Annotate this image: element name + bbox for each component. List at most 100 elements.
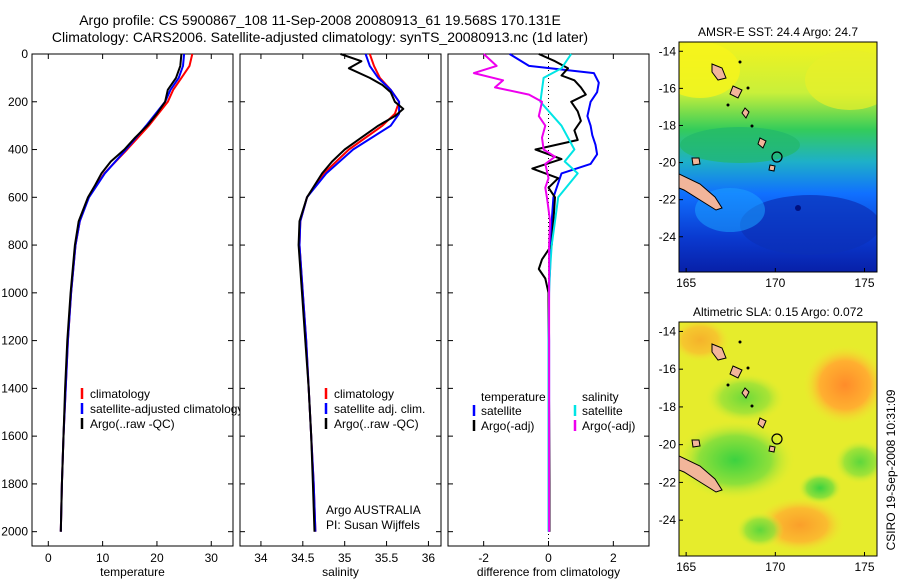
figure-title-line-2: Climatology: CARS2006. Satellite-adjuste… — [51, 29, 589, 45]
map-y-tick-label: -14 — [659, 324, 677, 338]
side-timestamp-label: CSIRO 19-Sep-2008 10:31:09 — [884, 389, 898, 550]
legend-label: satellite — [582, 404, 623, 418]
island-dot — [726, 383, 730, 387]
x-tick-label: 0 — [545, 551, 552, 565]
island-outline — [691, 439, 701, 448]
temperature-series-argo-raw-qc — [59, 53, 183, 532]
new-caledonia-outline — [679, 173, 723, 211]
x-tick-label: 34.5 — [291, 551, 315, 565]
sst-warm-patch — [805, 50, 877, 110]
x-tick-label: 10 — [96, 551, 110, 565]
map-y-tick-label: -20 — [659, 438, 677, 452]
y-tick-label: 600 — [8, 190, 28, 204]
sla-low-anomaly — [834, 440, 877, 484]
legend-label: satellite-adjusted climatology — [90, 402, 243, 416]
map-x-tick-label: 175 — [854, 276, 874, 290]
sst-green-band — [680, 127, 800, 163]
island-outline — [768, 445, 776, 453]
y-tick-label: 0 — [21, 47, 28, 61]
sla-high-anomaly — [803, 345, 877, 425]
island-outline — [757, 417, 767, 429]
map-x-tick-label: 165 — [676, 560, 696, 574]
island-outline — [768, 164, 776, 172]
legend-header-salinity: salinity — [582, 390, 619, 404]
island-outline — [711, 63, 727, 81]
map-y-tick-label: -20 — [659, 156, 677, 170]
x-tick-label: 2 — [610, 551, 617, 565]
y-tick-label: 1000 — [1, 286, 28, 300]
island-outline — [757, 137, 767, 149]
salinity-panel: 34 34.5 35 35.5 36 salinity climatologysatelli… — [239, 53, 442, 579]
legend-label: satellite adj. clim. — [334, 402, 425, 416]
map-y-tick-label: -16 — [659, 81, 677, 95]
map-x-tick-label: 175 — [854, 560, 874, 574]
temperature-x-axis-label: temperature — [100, 565, 165, 579]
float-owner-annotation: Argo AUSTRALIA — [326, 503, 421, 517]
salinity-x-axis-label: salinity — [322, 565, 359, 579]
y-tick-label: 1200 — [1, 334, 28, 348]
map-x-tick-label: 170 — [765, 560, 785, 574]
legend-label: Argo(..raw -QC) — [334, 417, 419, 431]
legend-label: Argo(-adj) — [481, 419, 534, 433]
x-tick-label: 35.5 — [375, 551, 399, 565]
figure-title-line-1: Argo profile: CS 5900867_108 11-Sep-2008… — [79, 12, 561, 28]
map-y-tick-label: -24 — [659, 513, 677, 527]
island-dot — [746, 366, 750, 370]
sla-map-axes: 165 170 175 -14 -16 -18 -20 -22 -24 — [659, 324, 875, 574]
x-tick-label: 0 — [45, 551, 52, 565]
island-dot — [750, 124, 754, 128]
map-y-tick-label: -22 — [659, 475, 677, 489]
map-y-tick-label: -16 — [659, 362, 677, 376]
x-tick-label: 30 — [205, 551, 219, 565]
y-tick-label: 2000 — [1, 525, 28, 539]
island-outline — [729, 85, 743, 99]
sla-low-anomaly — [679, 420, 795, 500]
new-caledonia-outline — [679, 455, 723, 493]
x-tick-label: 20 — [150, 551, 164, 565]
y-tick-label: 800 — [8, 238, 28, 252]
sst-map-title: AMSR-E SST: 24.4 Argo: 24.7 — [698, 25, 858, 39]
island-dot — [738, 60, 742, 64]
y-tick-label: 1800 — [1, 477, 28, 491]
legend-label: climatology — [90, 387, 150, 401]
temperature-plot-area — [31, 53, 234, 547]
y-tick-label: 200 — [8, 95, 28, 109]
legend-label: satellite — [481, 404, 522, 418]
sst-map-axes: 165 170 175 -14 -16 -18 -20 -22 -24 — [659, 44, 875, 290]
map-y-tick-label: -14 — [659, 44, 677, 58]
sla-low-anomaly — [798, 472, 842, 504]
sst-cool-patch — [740, 195, 877, 255]
sst-warm-patch — [679, 42, 740, 98]
island-outline — [741, 107, 750, 119]
y-tick-label: 1400 — [1, 381, 28, 395]
island-outline — [711, 343, 727, 361]
legend-label: Argo(..raw -QC) — [90, 417, 175, 431]
difference-x-axis-label: difference from climatology — [477, 565, 620, 579]
sst-map-field — [679, 42, 877, 272]
sla-low-anomaly — [705, 373, 785, 423]
map-y-tick-label: -22 — [659, 193, 677, 207]
island-dot — [726, 103, 730, 107]
sst-map-frame — [678, 41, 878, 273]
island-outline — [691, 157, 701, 166]
salinity-series-argo-raw-qc — [297, 53, 405, 532]
salinity-plot-area — [239, 53, 442, 547]
argo-float-marker — [771, 433, 783, 445]
sla-map: Altimetric SLA: 0.15 Argo: 0.072 1 — [659, 305, 878, 574]
map-y-tick-label: -18 — [659, 400, 677, 414]
island-dot — [738, 340, 742, 344]
y-tick-label: 1600 — [1, 429, 28, 443]
y-tick-label: 400 — [8, 143, 28, 157]
map-y-tick-label: -24 — [659, 230, 677, 244]
island-outline — [729, 365, 743, 379]
legend-label: Argo(-adj) — [582, 419, 635, 433]
sla-map-frame — [678, 321, 878, 557]
legend-label: climatology — [334, 387, 394, 401]
map-x-tick-label: 170 — [765, 276, 785, 290]
map-x-tick-label: 165 — [676, 276, 696, 290]
x-tick-label: 34 — [254, 551, 268, 565]
sla-low-anomaly — [736, 512, 784, 548]
island-dot — [746, 86, 750, 90]
